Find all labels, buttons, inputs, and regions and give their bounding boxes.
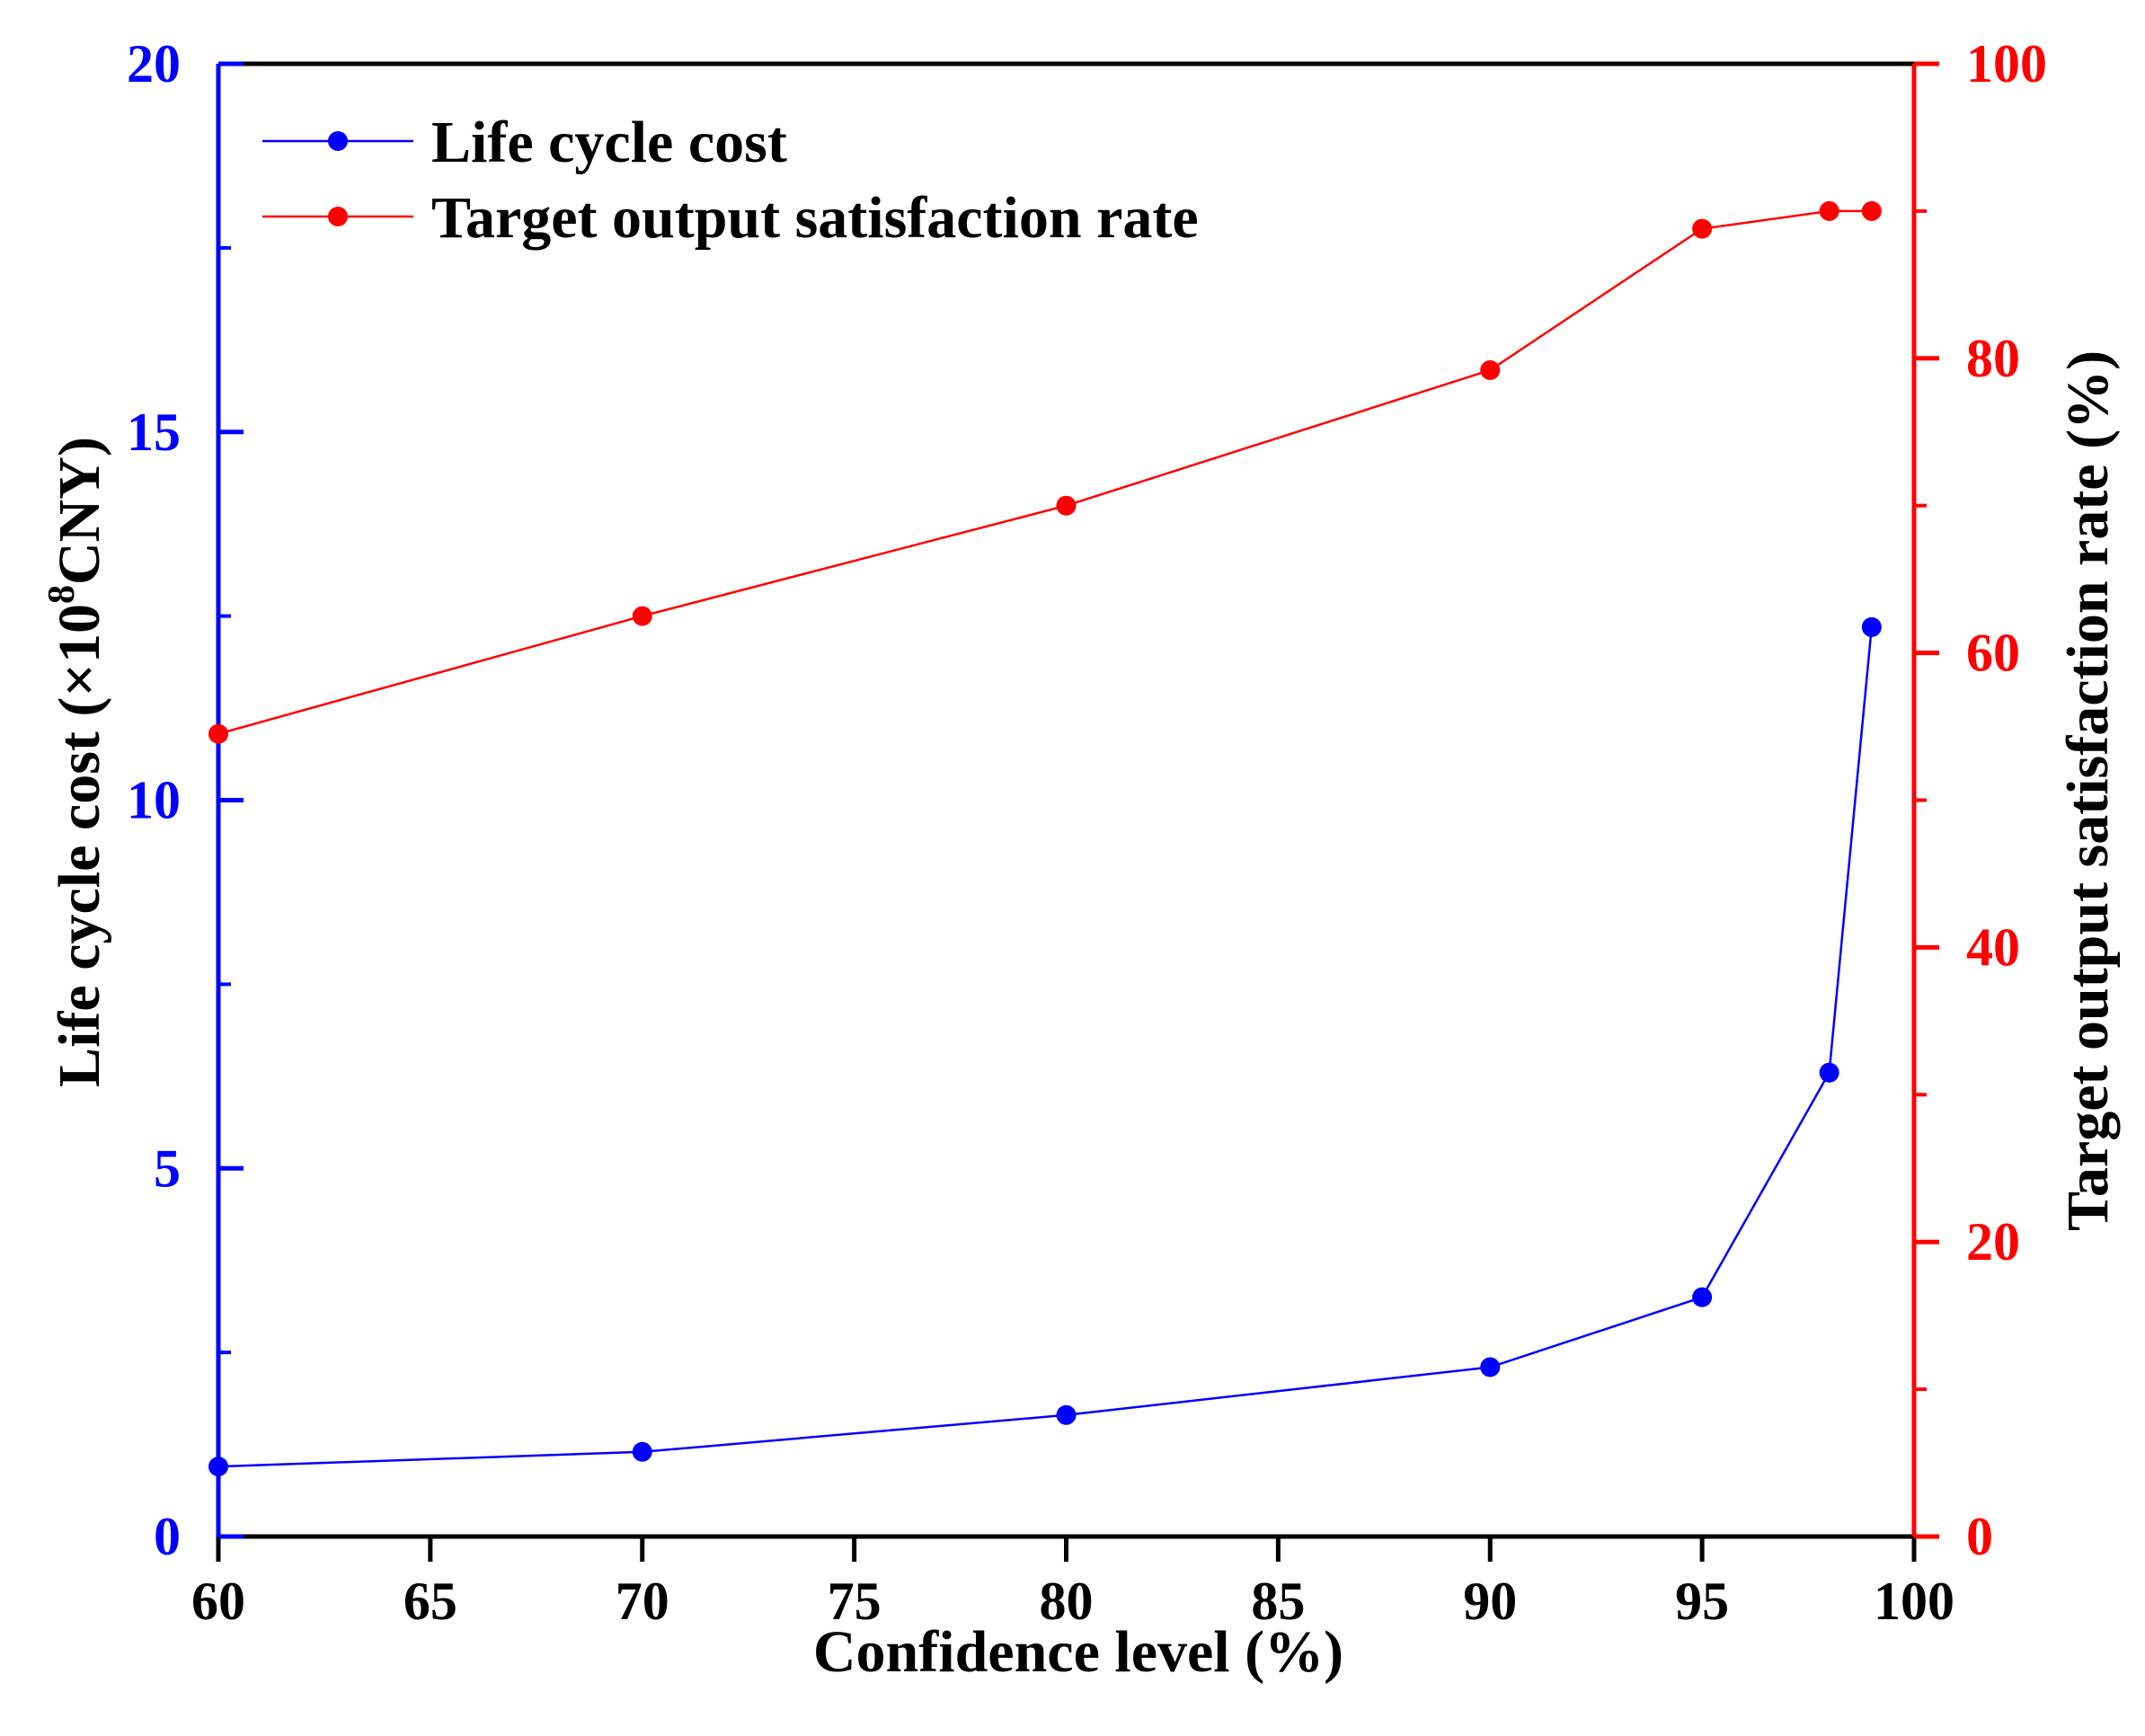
left-y-axis-title-superscript: 8 (41, 585, 83, 604)
left-y-tick-label: 10 (127, 771, 181, 830)
data-point (1480, 359, 1501, 380)
series-life-cycle-cost (208, 616, 1882, 1477)
data-point (632, 1441, 652, 1462)
x-tick-label: 95 (1675, 1572, 1729, 1631)
right-y-tick-label: 40 (1966, 917, 2020, 977)
right-y-axis-title: Target output satisfaction rate (%) (2055, 350, 2121, 1231)
left-y-tick-label: 20 (127, 34, 181, 93)
series-target-output-satisfaction-rate (208, 200, 1882, 744)
data-point (1056, 495, 1077, 516)
left-y-tick-label: 5 (154, 1138, 181, 1198)
x-tick-label: 60 (191, 1572, 245, 1631)
right-y-tick-label: 20 (1966, 1212, 2020, 1271)
legend-swatch-marker (328, 131, 348, 151)
right-y-tick-label: 100 (1966, 34, 2047, 93)
right-y-tick-label: 80 (1966, 329, 2020, 388)
x-tick-label: 65 (403, 1572, 457, 1631)
x-tick-label: 80 (1040, 1572, 1094, 1631)
left-y-tick-label: 15 (127, 403, 181, 462)
data-point (208, 1457, 228, 1477)
legend-label: Target output satisfaction rate (431, 185, 1199, 251)
data-point (208, 723, 228, 744)
left-y-axis-title-base: Life cycle cost (×10 (47, 604, 112, 1087)
right-y-tick-label: 60 (1966, 624, 2020, 683)
x-tick-label: 85 (1251, 1572, 1305, 1631)
x-axis-title: Confidence level (%) (813, 1619, 1343, 1685)
data-point (1692, 1287, 1713, 1307)
legend-item-target-output-satisfaction-rate: Target output satisfaction rate (262, 185, 1199, 251)
left-y-tick-label: 0 (154, 1507, 181, 1566)
data-point (1861, 200, 1882, 221)
x-tick-label: 70 (616, 1572, 669, 1631)
legend-label: Life cycle cost (431, 110, 787, 175)
x-tick-label: 75 (828, 1572, 882, 1631)
data-point (1692, 218, 1713, 239)
data-point (1056, 1404, 1077, 1425)
legend: Life cycle cost Target output satisfacti… (262, 110, 1199, 251)
data-point (1480, 1357, 1501, 1377)
legend-item-life-cycle-cost: Life cycle cost (262, 110, 787, 175)
right-y-tick-label: 0 (1966, 1507, 1993, 1566)
data-point (1819, 1062, 1839, 1083)
x-tick-label: 90 (1463, 1572, 1517, 1631)
x-tick-label: 100 (1874, 1572, 1954, 1631)
data-point (632, 606, 652, 626)
left-y-axis-title: Life cycle cost (×108CNY) (41, 437, 112, 1087)
series-layer (208, 200, 1882, 1477)
data-point (1861, 616, 1882, 637)
legend-swatch-marker (328, 207, 348, 226)
data-point (1819, 200, 1839, 221)
left-y-axis-title-tail: CNY) (47, 437, 112, 585)
